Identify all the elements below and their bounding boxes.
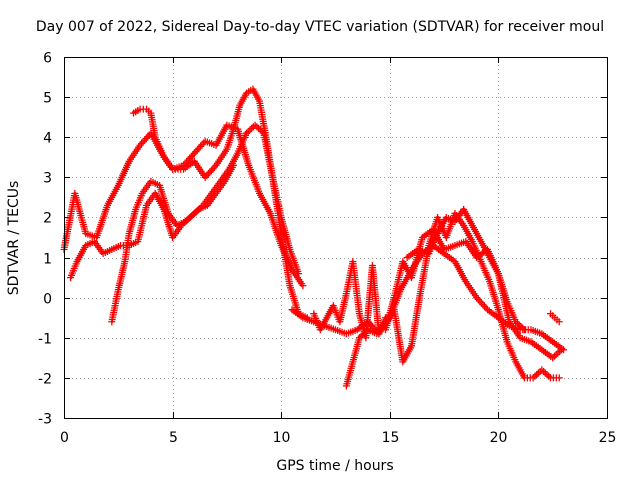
data-point	[545, 372, 553, 380]
x-tick-label: 25	[599, 430, 617, 446]
data-point	[142, 134, 150, 142]
data-point	[520, 326, 528, 334]
data-point	[555, 374, 563, 382]
data-point	[190, 149, 198, 157]
data-point	[193, 146, 201, 154]
y-tick-label: -3	[38, 412, 52, 428]
series-track-h	[403, 205, 528, 334]
data-point	[251, 121, 259, 129]
y-tick-label: -2	[38, 372, 52, 388]
data-point	[541, 369, 549, 377]
data-point	[299, 282, 307, 290]
data-point	[229, 161, 237, 169]
x-tick-label: 5	[169, 430, 178, 446]
data-point	[189, 151, 197, 159]
data-point	[248, 124, 256, 132]
data-point	[253, 123, 261, 131]
x-axis-label: GPS time / hours	[276, 458, 393, 474]
axis-ticks: 0 5 10 15 20 25 -3 -2 -1 0 1 2 3 4 5 6	[38, 51, 616, 447]
data-point	[476, 297, 484, 305]
y-tick-label: 2	[43, 211, 52, 227]
y-tick-label: 3	[43, 171, 52, 187]
data-point	[534, 369, 542, 377]
data-point	[207, 166, 215, 174]
x-tick-label: 10	[273, 430, 291, 446]
data-point	[533, 371, 541, 379]
y-tick-label: 6	[43, 51, 52, 67]
data-point	[246, 126, 254, 134]
data-point	[209, 165, 217, 173]
data-marks	[60, 85, 568, 390]
data-point	[550, 352, 558, 360]
data-point	[295, 270, 303, 278]
y-axis-label: SDTVAR / TECUs	[6, 181, 22, 296]
data-point	[557, 346, 565, 354]
plot-frame	[64, 57, 608, 419]
data-point	[197, 142, 205, 150]
series-track-c	[108, 121, 311, 326]
y-tick-label: 1	[43, 252, 52, 268]
data-point	[187, 153, 195, 161]
data-point	[555, 318, 563, 326]
grid-lines	[64, 57, 607, 418]
data-point	[381, 314, 389, 322]
x-tick-label: 15	[382, 430, 400, 446]
data-point	[195, 144, 203, 152]
chart-title: Day 007 of 2022, Sidereal Day-to-day VTE…	[36, 19, 604, 35]
data-point	[477, 299, 485, 307]
data-point	[141, 136, 149, 144]
y-tick-label: 5	[43, 91, 52, 107]
series-track-j	[547, 310, 563, 326]
data-point	[204, 170, 212, 178]
x-tick-label: 0	[60, 430, 69, 446]
y-tick-label: 0	[43, 292, 52, 308]
series-track-i	[310, 258, 389, 342]
y-tick-label: -1	[38, 332, 52, 348]
data-point	[540, 367, 548, 375]
data-point	[480, 302, 488, 310]
data-point	[192, 148, 200, 156]
data-point	[538, 366, 546, 374]
x-tick-label: 20	[490, 430, 508, 446]
data-point	[479, 301, 487, 309]
y-tick-label: 4	[43, 131, 52, 147]
series-track-d	[67, 161, 237, 282]
data-point	[206, 168, 214, 176]
data-point	[543, 371, 551, 379]
data-point	[139, 138, 147, 146]
